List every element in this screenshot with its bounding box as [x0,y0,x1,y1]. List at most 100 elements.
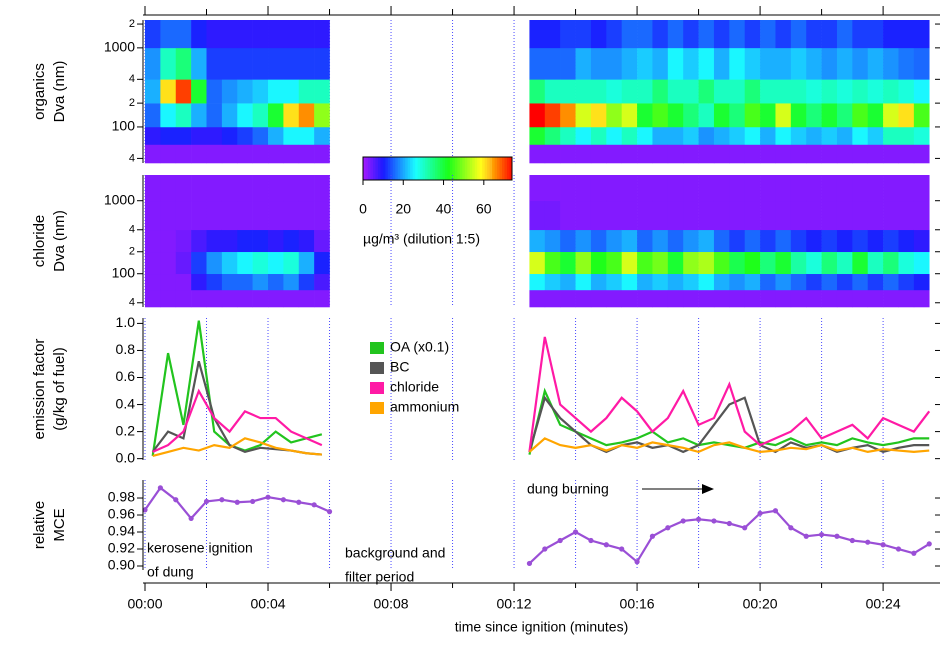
heatmap-cell [683,251,699,275]
heatmap-cell [252,126,269,145]
series-marker [219,497,225,503]
heatmap-cell [821,200,838,231]
heatmap-cell [606,229,622,253]
heatmap-cell [790,79,807,104]
colorbar-swatch [437,157,441,180]
heatmap-cell [637,103,653,128]
colorbar-tick-label: 0 [359,201,367,217]
heatmap-cell [221,79,238,104]
heatmap-cell [836,47,853,80]
heatmap-cell [175,47,192,80]
heatmap-cell [883,251,899,275]
heatmap-cell [760,126,776,145]
x-tick-label: 00:00 [127,596,162,612]
series-marker [542,546,548,552]
heatmap-cell [298,79,315,104]
colorbar-swatch [397,157,401,180]
x-tick-label: 00:08 [374,596,409,612]
heatmap-cell [237,229,253,253]
heatmap-cell [667,103,684,128]
colorbar-swatch [382,157,386,180]
heatmap-cell [575,47,592,80]
series-marker [757,510,763,516]
heatmap-cell [867,175,884,202]
heatmap-cell [160,103,177,128]
heatmap-cell [283,47,300,80]
heatmap-cell [191,289,207,308]
heatmap-cell [713,103,730,128]
heatmap-cell [206,200,223,231]
colorbar-swatch [484,157,488,180]
heatmap-cell [790,289,807,308]
heatmap-cell [145,103,161,128]
heatmap-cell [821,20,838,49]
heatmap-cell [544,144,561,164]
heatmap-cell [252,289,269,308]
heatmap-cell [206,251,223,275]
colorbar-swatch [395,157,399,180]
heatmap-cell [652,103,669,128]
colorbar-bg [357,181,520,201]
colorbar-swatch [464,157,468,180]
heatmap-cell [237,273,253,291]
heatmap-cell [145,144,161,164]
heatmap-cell [252,144,269,164]
heatmap-cell [206,79,223,104]
colorbar-swatch [430,157,434,180]
heatmap-cell [590,47,607,80]
series-marker [588,537,594,544]
colorbar-swatch [502,157,506,180]
heatmap-cell [637,47,653,80]
annotation: background and [345,545,445,561]
heatmap-cell [268,200,284,231]
colorbar-swatch [375,157,379,180]
heatmap-cell [529,20,546,49]
heatmap-cell [145,175,161,202]
heatmap-cell [667,229,684,253]
heatmap-cell [867,289,884,308]
colorbar-swatch [477,157,481,180]
heatmap-cell [191,251,207,275]
heatmap-cell [637,20,653,49]
heatmap-cell [606,175,622,202]
heatmap-cell [237,175,253,202]
heatmap-cell [314,251,330,275]
heatmap-cell [268,251,284,275]
heatmap-cell [867,126,884,145]
heatmap-cell [590,103,607,128]
y-axis-label: organics [31,63,48,120]
series-marker [849,537,855,544]
heatmap-cell [191,126,207,145]
heatmap-cell [529,251,546,275]
heatmap-cell [544,47,561,80]
heatmap-cell [913,251,930,275]
heatmap-cell [821,79,838,104]
heatmap-cell [821,126,838,145]
heatmap-cell [160,20,177,49]
heatmap-cell [913,289,930,308]
heatmap-cell [790,175,807,202]
heatmap-cell [790,200,807,231]
heatmap-cell [652,229,669,253]
heatmap-cell [760,20,776,49]
heatmap-cell [806,289,822,308]
heatmap-cell [237,200,253,231]
heatmap-cell [790,47,807,80]
heatmap-cell [221,20,238,49]
heatmap-cell [698,144,715,164]
heatmap-cell [252,175,269,202]
heatmap-cell [237,79,253,104]
heatmap-cell [191,20,207,49]
series-marker [665,525,671,531]
heatmap-cell [191,47,207,80]
heatmap-cell [883,175,899,202]
series-marker [803,533,809,539]
colorbar-swatch [372,157,376,180]
heatmap-cell [298,251,315,275]
heatmap-cell [806,229,822,253]
colorbar-tick-label: 40 [436,201,452,217]
heatmap-cell [898,289,915,308]
heatmap-cell [237,20,253,49]
heatmap-cell [529,229,546,253]
